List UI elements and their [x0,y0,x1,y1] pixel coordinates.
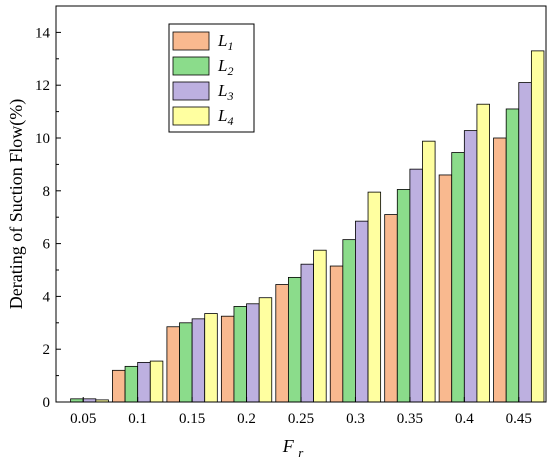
legend-label: L4 [217,106,233,128]
legend-label-sub: 2 [227,64,233,78]
x-axis-title-sub: r [298,445,304,460]
bar-L4-0.2 [258,297,273,403]
y-axis-title: Derating of Suction Flow(%) [6,99,27,309]
legend-label-main: L [217,31,227,50]
legend-label: L1 [217,31,233,53]
legend-label-main: L [217,106,227,125]
legend-label-sub: 3 [226,89,233,103]
bar-L2-0.35 [396,189,411,403]
legend-label-main: L [217,56,227,75]
y-tick-label: 8 [43,184,51,200]
bar-L1-0.4 [438,174,453,403]
x-tick-label: 0.1 [128,411,147,427]
legend-label-sub: 4 [227,114,233,128]
x-tick-label: 0.35 [397,411,423,427]
bar-L4-0.25 [313,249,327,403]
x-tick-label: 0.3 [346,411,365,427]
bar-L3-0.1 [137,361,151,403]
bar-L2-0.45 [505,108,520,403]
bar-L2-0.1 [124,365,139,403]
bar-L3-0.3 [355,220,369,403]
bar-L1-0.2 [220,315,235,403]
bar-L4-0.4 [476,103,490,403]
x-tick-label: 0.25 [288,411,314,427]
x-tick-label: 0.45 [506,411,532,427]
bar-L3-0.15 [191,318,206,403]
bar-L2-0.15 [179,322,193,403]
legend-swatch [172,31,210,51]
bar-L4-0.1 [149,360,164,403]
y-tick-label: 14 [35,25,51,41]
x-tick-label: 0.15 [179,411,205,427]
bar-L4-0.45 [530,50,545,403]
x-axis: 0.05 0.1 0.15 0.2 0.25 0.3 0.35 0.4 0.45 [70,397,532,427]
legend-label-sub: 1 [227,39,233,53]
bar-L1-0.15 [166,326,180,403]
y-tick-label: 4 [43,289,51,305]
bar-L3-0.35 [409,168,423,403]
y-tick-label: 10 [35,131,50,147]
legend-swatch [172,56,210,76]
bar-L2-0.3 [342,239,356,403]
bar-L2-0.2 [233,306,247,403]
y-axis: 0 2 4 6 8 10 12 14 [35,25,61,411]
bar-L4-0.15 [204,313,218,403]
x-axis-title: F r [282,436,305,460]
bar-L3-0.25 [300,263,315,403]
x-tick-label: 0.05 [70,411,96,427]
y-tick-label: 2 [43,342,51,358]
bar-L2-0.4 [451,152,465,403]
y-tick-label: 0 [43,395,51,411]
bar-L1-0.1 [112,369,126,403]
legend-label-main: L [217,81,227,100]
legend-label: L3 [217,81,233,103]
x-tick-label: 0.4 [455,411,474,427]
bar-L3-0.2 [246,303,260,403]
bar-L1-0.3 [329,265,344,403]
bar-L3-0.4 [463,130,478,403]
bar-L3-0.45 [518,82,532,403]
legend-swatch [172,106,210,126]
bar-L1-0.25 [275,284,289,403]
x-axis-title-main: F [282,436,295,456]
bar-L1-0.35 [384,214,398,403]
x-tick-label: 0.2 [237,411,256,427]
legend-swatch [172,81,210,101]
y-tick-label: 6 [43,237,51,253]
bar-L4-0.3 [367,191,382,403]
bar-L4-0.35 [422,140,436,403]
legend-label: L2 [217,56,233,78]
y-tick-label: 12 [35,78,50,94]
bars-group [70,50,545,403]
bar-L2-0.25 [287,276,302,403]
bar-L1-0.45 [493,137,507,403]
